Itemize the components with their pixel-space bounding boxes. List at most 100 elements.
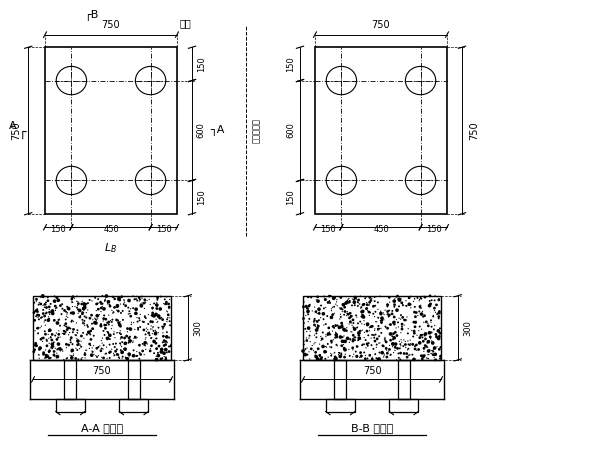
Point [67, 298, 77, 306]
Point [137, 302, 146, 310]
Point [154, 324, 163, 331]
Point [43, 297, 53, 304]
Point [389, 321, 399, 328]
Point [367, 335, 376, 342]
Point [356, 352, 366, 360]
Point [342, 310, 352, 317]
Point [331, 328, 340, 336]
Point [325, 328, 334, 335]
Point [31, 313, 41, 320]
Point [348, 344, 358, 351]
Point [343, 297, 352, 304]
Point [138, 318, 148, 325]
Point [124, 339, 133, 346]
Point [425, 346, 434, 353]
Point [332, 333, 341, 341]
Text: $L_B$: $L_B$ [104, 242, 118, 256]
Point [373, 314, 383, 321]
Point [347, 296, 357, 303]
Point [142, 328, 151, 335]
Point [148, 312, 157, 319]
Point [392, 316, 401, 323]
Point [37, 323, 46, 330]
Point [397, 323, 407, 330]
Point [38, 302, 48, 309]
Point [396, 350, 406, 357]
Point [164, 305, 174, 312]
Point [426, 300, 436, 307]
Point [86, 336, 96, 343]
Point [143, 340, 152, 347]
Point [49, 351, 59, 359]
Point [430, 322, 439, 329]
Point [82, 322, 92, 329]
Point [106, 317, 115, 324]
Point [140, 296, 149, 303]
Point [316, 333, 326, 340]
Point [34, 312, 44, 319]
Point [326, 307, 336, 314]
Point [359, 334, 369, 341]
Bar [315, 47, 447, 214]
Point [379, 343, 389, 350]
Point [157, 314, 166, 321]
Point [58, 305, 67, 312]
Point [395, 297, 404, 304]
Point [135, 317, 145, 324]
Point [94, 306, 103, 313]
Point [335, 324, 344, 331]
Point [34, 312, 43, 319]
Point [383, 301, 393, 308]
Point [379, 349, 388, 356]
Point [320, 355, 330, 362]
Text: 600: 600 [286, 122, 295, 139]
Point [32, 305, 42, 312]
Point [116, 331, 126, 338]
Point [88, 325, 97, 332]
Point [41, 301, 50, 308]
Point [73, 302, 82, 309]
Point [313, 297, 323, 305]
Point [61, 308, 71, 315]
Point [68, 347, 77, 354]
Point [370, 297, 379, 305]
Point [80, 304, 89, 311]
Point [50, 297, 59, 305]
Point [52, 346, 62, 354]
Point [417, 353, 427, 360]
Point [345, 297, 355, 305]
Point [353, 302, 362, 310]
Point [46, 334, 56, 341]
Point [62, 310, 72, 318]
Point [385, 311, 394, 319]
Point [356, 327, 365, 334]
Point [38, 292, 47, 299]
Point [53, 334, 63, 341]
Point [377, 315, 387, 322]
Point [115, 329, 125, 337]
Point [117, 343, 127, 350]
Point [110, 343, 119, 351]
Point [383, 301, 392, 308]
Point [75, 342, 85, 349]
Point [389, 330, 398, 337]
Point [431, 356, 441, 363]
Point [113, 317, 123, 324]
Point [329, 295, 338, 302]
Point [73, 327, 82, 334]
Point [77, 333, 86, 340]
Point [59, 356, 68, 363]
Point [330, 294, 340, 301]
Point [344, 298, 354, 306]
Point [415, 323, 424, 330]
Point [350, 299, 359, 306]
Point [383, 324, 392, 332]
Point [80, 313, 89, 320]
Point [116, 331, 125, 338]
Point [305, 328, 315, 335]
Point [325, 297, 334, 305]
Point [314, 310, 324, 317]
Point [98, 327, 108, 334]
Bar [45, 47, 177, 214]
Point [161, 338, 171, 345]
